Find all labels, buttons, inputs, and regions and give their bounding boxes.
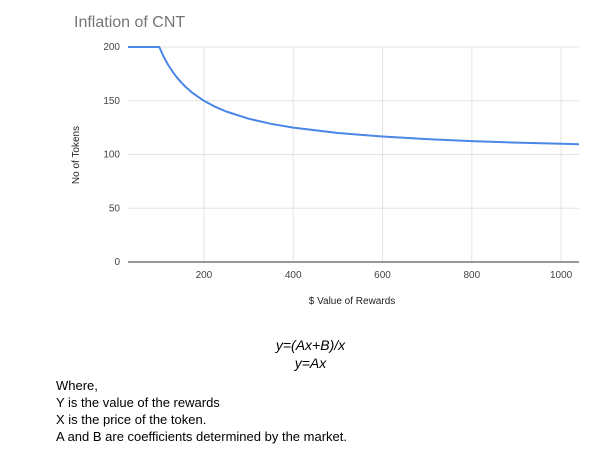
note-line-3: X is the price of the token. — [56, 412, 207, 427]
chart-title: Inflation of CNT — [74, 14, 185, 31]
x-tick-label: 200 — [196, 270, 213, 281]
y-tick-label: 50 — [109, 203, 121, 214]
notes-block: Where, Y is the value of the rewards X i… — [56, 377, 347, 445]
y-tick-label: 200 — [103, 42, 120, 53]
chart: Inflation of CNT 0 50 100 150 200 200 400 600 80… — [71, 14, 580, 307]
x-tick-label: 600 — [374, 270, 391, 281]
formula-line-1: y=(Ax+B)/x — [275, 337, 346, 353]
note-line-1: Where, — [56, 378, 98, 393]
note-line-2: Y is the value of the rewards — [56, 395, 220, 410]
x-tick-label: 1000 — [550, 270, 573, 281]
grid-lines — [128, 46, 579, 262]
x-axis-title: $ Value of Rewards — [309, 296, 396, 307]
x-tick-label: 800 — [463, 270, 480, 281]
series-layer — [128, 46, 580, 146]
formula-line-2: y=Ax — [294, 355, 327, 371]
y-axis-title: No of Tokens — [71, 126, 82, 184]
x-tick-label: 400 — [285, 270, 302, 281]
note-line-4: A and B are coefficients determined by t… — [56, 429, 347, 444]
y-tick-label: 0 — [114, 257, 120, 268]
series-line — [128, 46, 580, 146]
y-tick-label: 150 — [103, 96, 120, 107]
y-tick-label: 100 — [103, 150, 120, 161]
axes: 0 50 100 150 200 200 400 600 800 1000 — [103, 42, 579, 281]
